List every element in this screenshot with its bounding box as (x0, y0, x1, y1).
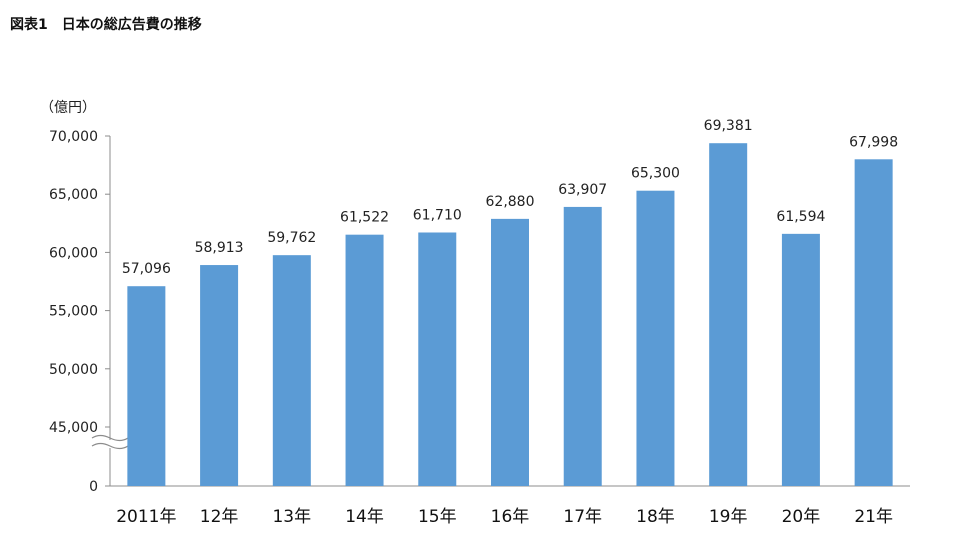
y-axis-ticks: 70,000 65,000 60,000 55,000 50,000 45,000 0 (49, 129, 110, 495)
y-tick-label: 55,000 (49, 304, 98, 320)
bar-series (127, 143, 893, 487)
y-tick-label: 50,000 (49, 362, 98, 378)
bar (491, 218, 529, 486)
data-label: 58,913 (195, 240, 244, 256)
bar (345, 234, 384, 486)
x-tick-label: 13年 (272, 507, 311, 527)
x-axis-ticks: 2011年 12年 13年 14年 15年 16年 17年 18年 19年 20年 21年 (116, 507, 893, 527)
chart-title: 図表1 日本の総広告費の推移 (10, 14, 202, 34)
data-labels: 57,096 58,913 59,762 61,522 61,710 62,880 63,9… (122, 118, 898, 277)
x-tick-label: 15年 (418, 507, 457, 527)
bar (127, 286, 166, 486)
data-label: 59,762 (267, 230, 316, 246)
figure-number: 図表1 (10, 17, 48, 33)
bar (781, 233, 820, 486)
x-tick-label: 18年 (636, 507, 675, 527)
x-tick-label: 19年 (709, 507, 748, 527)
x-tick-label: 14年 (345, 507, 384, 527)
x-tick-label: 20年 (782, 507, 821, 527)
y-axis-unit-label: （億円） (40, 100, 96, 116)
x-tick-label: 21年 (854, 507, 893, 527)
y-tick-label: 70,000 (49, 129, 98, 145)
y-tick-label: 60,000 (49, 245, 98, 261)
data-label: 62,880 (486, 194, 535, 210)
bar (200, 265, 239, 486)
bar (636, 190, 675, 486)
x-tick-label: 17年 (563, 507, 602, 527)
bar (272, 255, 311, 486)
y-tick-label: 0 (89, 479, 98, 495)
data-label: 61,710 (413, 207, 462, 223)
axis-break-mark-lower (91, 442, 129, 450)
figure-title-text: 日本の総広告費の推移 (61, 17, 202, 33)
bar (854, 159, 893, 486)
bar (418, 232, 457, 486)
data-label: 69,381 (704, 118, 753, 134)
bar (563, 206, 602, 486)
data-label: 67,998 (849, 134, 898, 150)
y-tick-label: 45,000 (49, 420, 98, 436)
data-label: 61,522 (340, 210, 389, 226)
axis-break-mark-upper (91, 434, 129, 442)
data-label: 65,300 (631, 166, 680, 182)
x-tick-label: 12年 (200, 507, 239, 527)
x-tick-label: 16年 (491, 507, 530, 527)
data-label: 63,907 (558, 182, 607, 198)
data-label: 61,594 (776, 209, 825, 225)
data-label: 57,096 (122, 261, 171, 277)
y-tick-label: 65,000 (49, 187, 98, 203)
bar (709, 143, 748, 487)
x-tick-label: 2011年 (116, 507, 176, 527)
